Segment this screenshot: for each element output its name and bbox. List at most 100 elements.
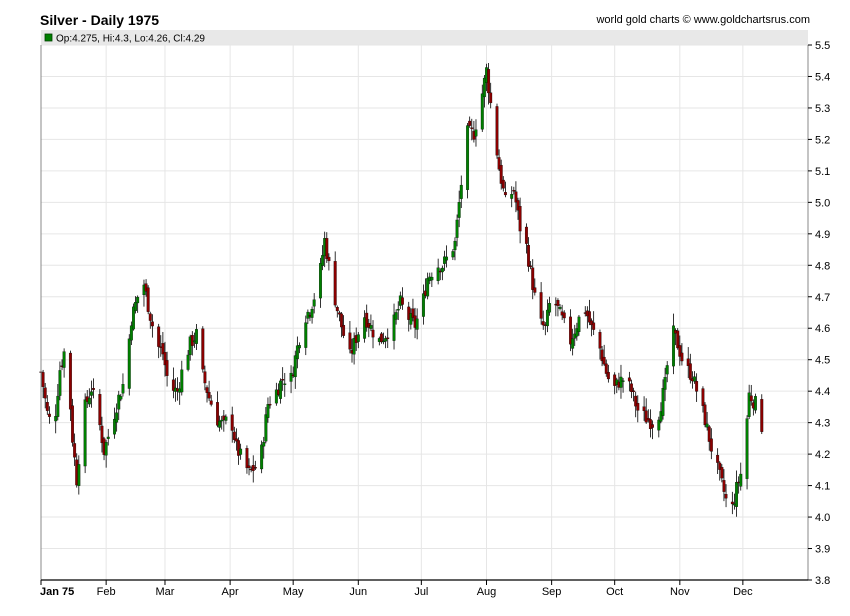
candle-body-209 [651, 424, 654, 428]
candle-body-241 [747, 392, 751, 417]
candle-body-9 [62, 351, 66, 368]
candle-body-150 [480, 93, 484, 130]
candle-body-140 [451, 251, 455, 258]
candle-body-23 [104, 442, 108, 456]
candle-body-165 [524, 226, 528, 244]
candle-body-66 [232, 431, 236, 440]
candle-body-12 [73, 443, 77, 458]
candle-body-147 [470, 127, 474, 129]
candle-body-218 [678, 345, 682, 357]
candle-body-62 [220, 419, 224, 422]
y-tick-label: 4.0 [815, 512, 830, 524]
candle-body-85 [289, 372, 293, 382]
y-tick-label: 5.1 [815, 166, 830, 178]
candle-body-69 [239, 448, 243, 455]
chart-title: Silver - Daily 1975 [40, 12, 160, 28]
candle-body-134 [430, 276, 434, 281]
candle-body-83 [281, 379, 285, 381]
candle-body-27 [117, 394, 121, 410]
candle-body-103 [340, 313, 343, 328]
y-tick-label: 5.2 [815, 134, 830, 146]
candle-body-145 [466, 125, 470, 190]
y-tick-label: 3.9 [815, 544, 830, 556]
x-tick-label: Feb [97, 586, 116, 598]
candle-body-24 [106, 436, 110, 439]
candle-body-230 [716, 454, 720, 463]
candle-body-65 [230, 414, 234, 431]
candle-body-225 [701, 388, 705, 406]
candle-body-36 [144, 283, 148, 292]
y-tick-label: 5.3 [815, 103, 830, 115]
candle-body-161 [512, 190, 516, 192]
candle-body-235 [730, 501, 734, 505]
candle-body-208 [648, 419, 652, 430]
candle-body-18 [89, 391, 93, 396]
candle-body-91 [306, 311, 310, 319]
x-tick-label: Sep [542, 586, 562, 598]
candle-body-80 [274, 389, 278, 404]
candle-body-177 [558, 306, 562, 309]
candle-body-31 [129, 325, 133, 341]
y-tick-label: 4.6 [815, 323, 830, 335]
candle-body-75 [260, 444, 264, 470]
candle-body-174 [548, 303, 551, 313]
candle-body-192 [602, 356, 606, 365]
candle-body-221 [688, 363, 692, 380]
candle-body-170 [539, 292, 543, 319]
candle-body-207 [646, 417, 650, 421]
candle-body-64 [224, 416, 228, 421]
candle-body-74 [253, 467, 257, 469]
candle-body-139 [445, 256, 449, 261]
candle-body-232 [720, 467, 724, 479]
candle-body-154 [489, 92, 493, 104]
candle-body-120 [392, 314, 396, 341]
candle-body-102 [337, 312, 341, 315]
x-tick-label: Mar [156, 586, 175, 598]
candle-body-202 [632, 390, 636, 392]
candle-body-28 [119, 396, 123, 400]
candle-body-77 [264, 414, 268, 442]
candle-body-15 [83, 399, 87, 467]
candle-body-7 [58, 370, 62, 396]
candle-body-228 [707, 426, 711, 442]
candle-body-181 [571, 338, 575, 349]
candle-body-93 [310, 309, 314, 318]
candle-body-167 [529, 265, 533, 267]
candle-body-122 [396, 309, 400, 311]
y-tick-label: 5.5 [815, 40, 830, 52]
candle-body-79 [268, 403, 272, 406]
y-tick-label: 4.4 [815, 386, 830, 398]
candle-body-59 [209, 400, 213, 405]
candle-body-191 [600, 349, 604, 362]
candle-body-126 [409, 313, 413, 325]
candle-body-199 [621, 380, 625, 382]
candle-body-84 [283, 383, 287, 385]
candle-body-153 [487, 69, 491, 94]
candle-body-104 [342, 324, 346, 336]
candle-body-43 [163, 352, 167, 366]
candle-body-187 [588, 311, 591, 323]
candle-body-60 [216, 402, 219, 426]
x-tick-label: Apr [222, 586, 239, 598]
candle-body-4 [47, 413, 51, 417]
candle-body-193 [604, 363, 608, 374]
candle-body-156 [497, 157, 501, 170]
y-tick-label: 4.5 [815, 355, 830, 367]
candle-body-38 [148, 313, 152, 321]
candle-body-239 [739, 473, 743, 487]
candle-body-149 [474, 129, 478, 137]
candle-body-54 [195, 329, 198, 344]
legend-bar [41, 30, 808, 45]
candle-body-158 [501, 179, 505, 189]
candle-body-142 [455, 219, 459, 238]
candle-body-55 [201, 328, 205, 370]
y-tick-label: 5.0 [815, 197, 830, 209]
candle-body-151 [482, 77, 486, 98]
candle-body-143 [457, 202, 461, 218]
candle-body-200 [627, 377, 631, 382]
candle-body-132 [426, 278, 430, 297]
candle-body-116 [379, 333, 383, 343]
candle-body-190 [598, 332, 602, 349]
candle-body-61 [218, 420, 222, 428]
x-axis: Jan 75 Feb Mar Apr May Jun Jul Aug Sep Oct Nov Dec [40, 580, 753, 598]
